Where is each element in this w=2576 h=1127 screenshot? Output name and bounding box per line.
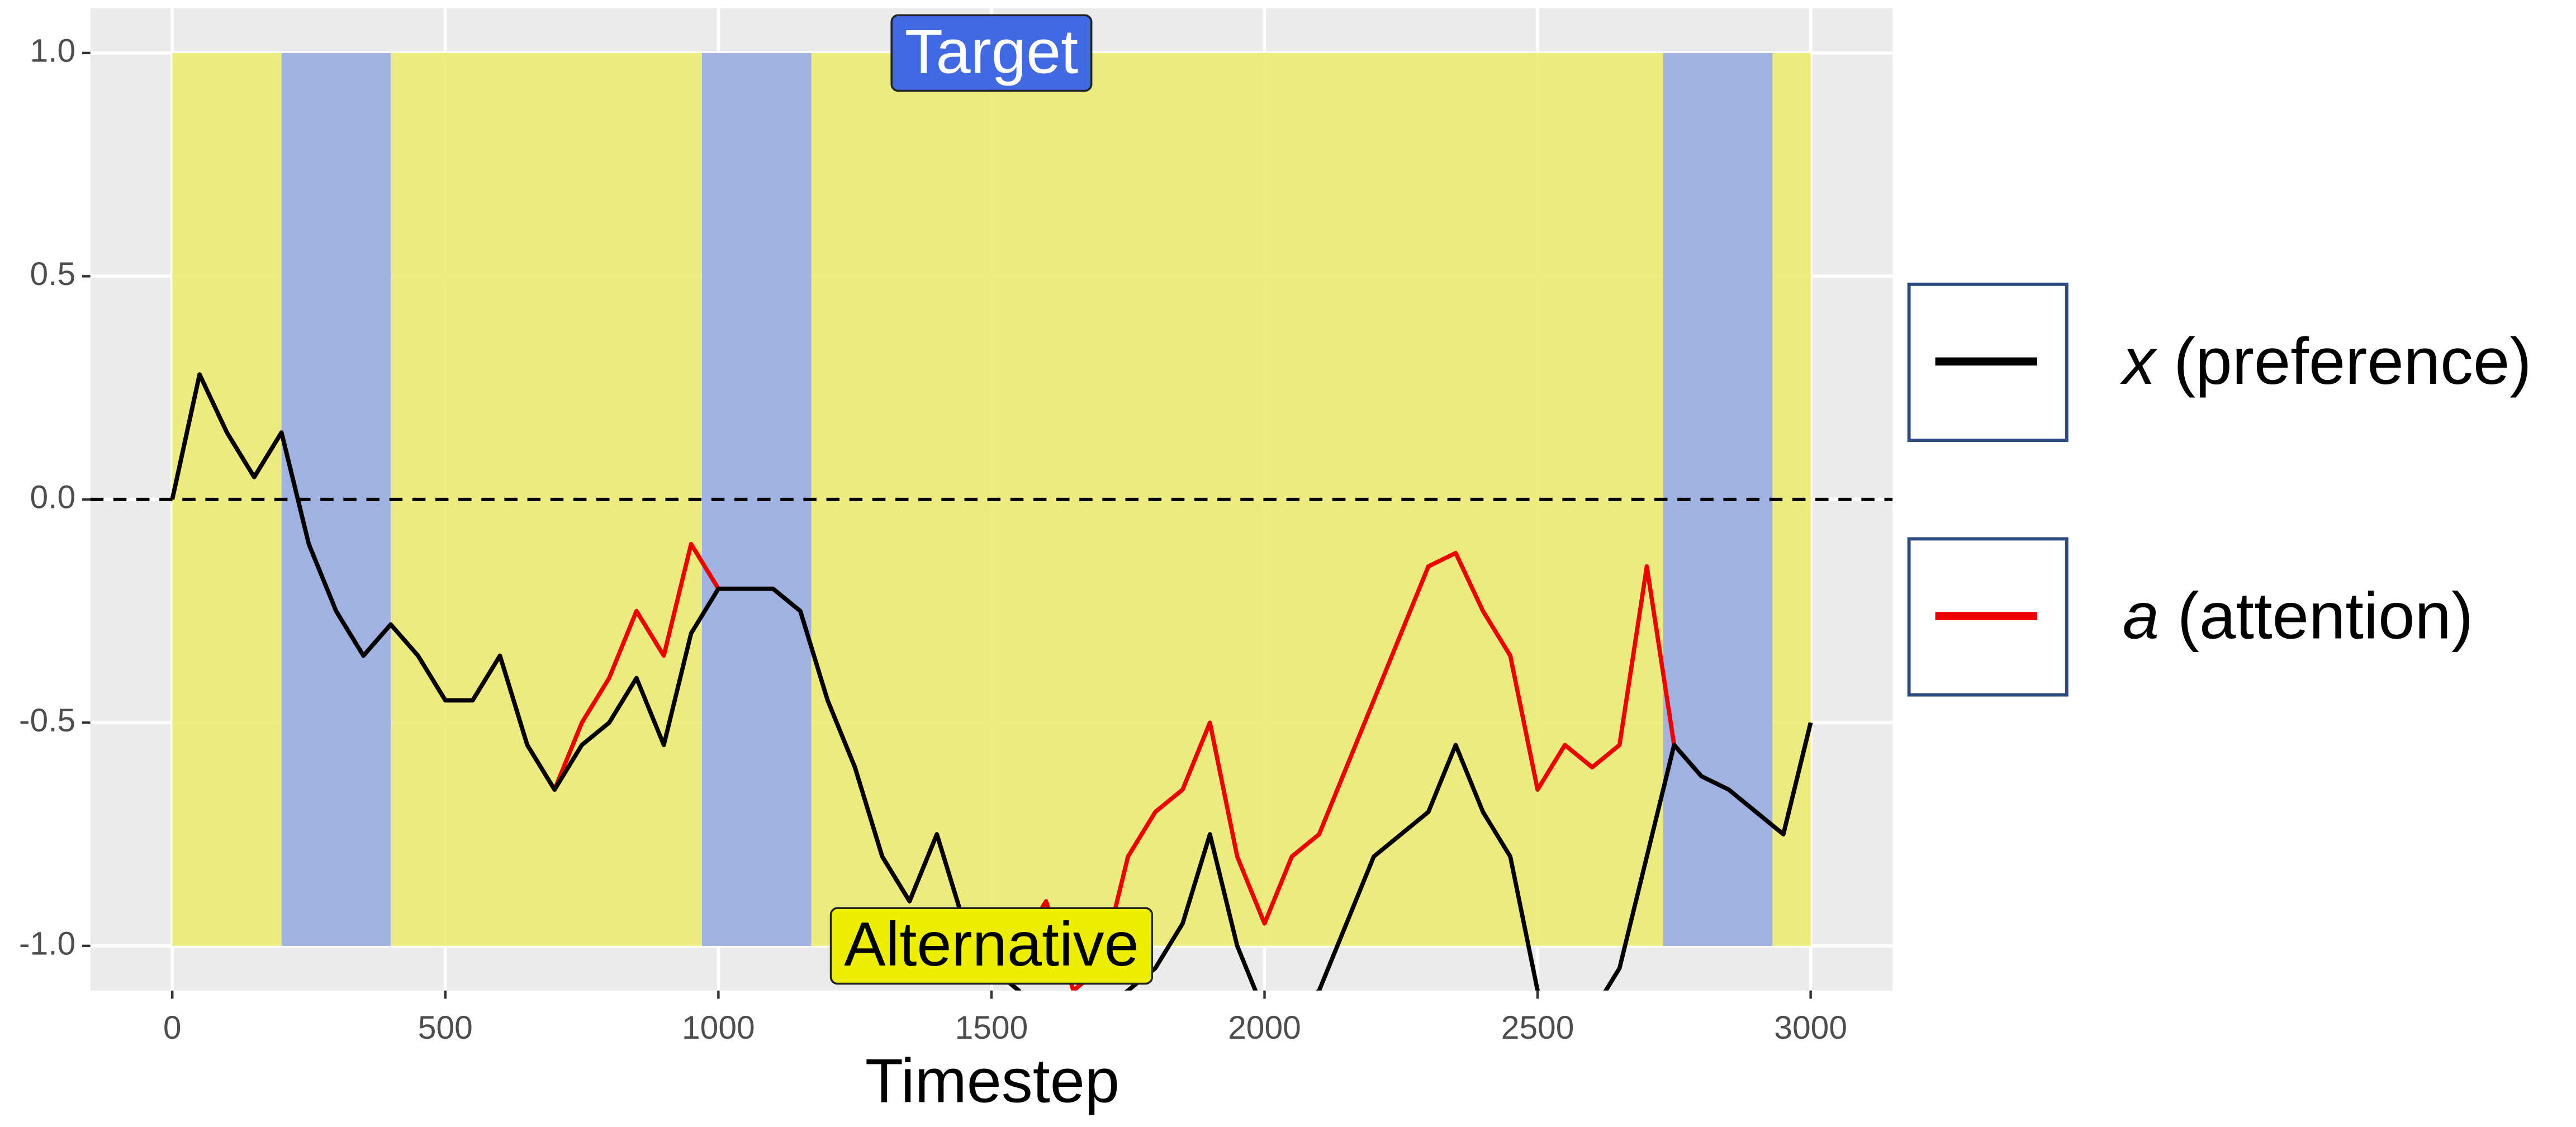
y-tick-label: 0.0 xyxy=(30,479,76,515)
x-tick-label: 0 xyxy=(163,1010,182,1046)
overlay: Target Alternative xyxy=(90,14,1893,985)
x-tick-label: 1500 xyxy=(955,1010,1028,1046)
annotation-text: Alternative xyxy=(844,909,1139,979)
annotation-box xyxy=(890,14,1093,92)
legend-label: a (attention) xyxy=(2123,579,2473,652)
annotation: Target xyxy=(890,14,1093,92)
annotation-text: Target xyxy=(905,16,1078,86)
y-tick-label: -1.0 xyxy=(19,925,75,962)
annotation: Alternative xyxy=(829,907,1154,985)
x-tick-label: 3000 xyxy=(1774,1010,1847,1046)
y-tick-label: 1.0 xyxy=(30,32,76,69)
x-axis-title: Timestep xyxy=(865,1046,1119,1116)
x-tick-label: 500 xyxy=(418,1010,473,1046)
x-tick-label: 2500 xyxy=(1501,1010,1574,1046)
x-tick-label: 2000 xyxy=(1228,1010,1301,1046)
y-tick-label: 0.5 xyxy=(30,256,76,292)
annotation-box xyxy=(829,907,1154,985)
y-tick-label: -0.5 xyxy=(19,702,75,739)
x-tick-label: 1000 xyxy=(682,1010,755,1046)
legend-label: x (preference) xyxy=(2120,325,2532,398)
